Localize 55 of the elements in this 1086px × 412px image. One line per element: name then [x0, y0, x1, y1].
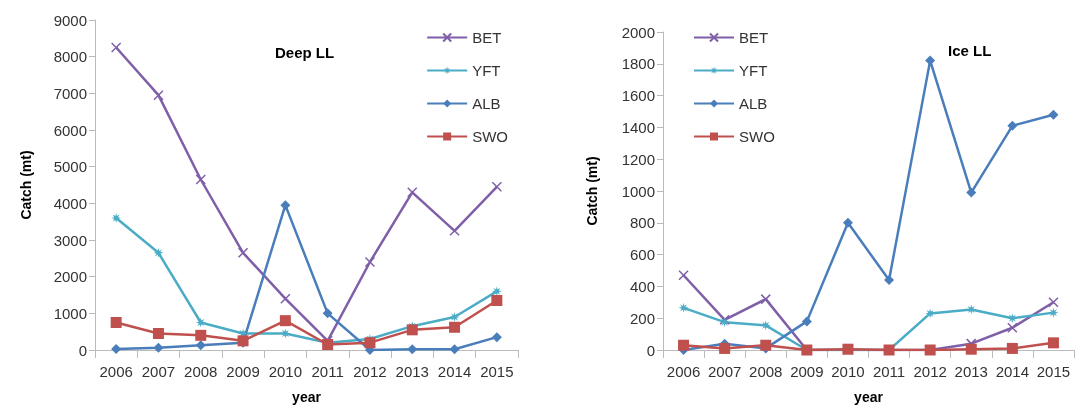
y-tick-label: 1200 [621, 150, 655, 168]
x-tick-label: 2006 [99, 363, 133, 380]
y-tick-label: 0 [646, 341, 655, 359]
y-tick-label: 1800 [621, 55, 655, 73]
y-tick-label: 5000 [53, 158, 87, 176]
y-tick-label: 600 [629, 246, 655, 264]
y-axis-title: Catch (mt) [18, 150, 34, 220]
y-tick-label: 4000 [53, 194, 87, 212]
x-tick-label: 2015 [1036, 363, 1071, 380]
x-tick-label: 2011 [311, 363, 344, 380]
y-tick-label: 400 [629, 277, 655, 295]
x-axis-title: year [854, 389, 884, 405]
y-tick-label: 6000 [53, 121, 87, 139]
x-tick-label: 2010 [831, 363, 865, 380]
x-axis-title: year [292, 389, 322, 405]
legend-label: BET [472, 29, 502, 46]
x-tick-label: 2013 [954, 363, 988, 380]
x-tick-label: 2011 [872, 363, 906, 380]
legend-label: ALB [739, 95, 768, 112]
legend-label: BET [739, 29, 769, 46]
y-tick-label: 200 [629, 309, 655, 327]
x-tick-label: 2012 [353, 363, 387, 380]
y-tick-label: 0 [78, 341, 87, 359]
x-tick-label: 2014 [995, 363, 1030, 380]
y-axis-title: Catch (mt) [584, 156, 600, 226]
legend-label: ALB [472, 95, 501, 112]
x-tick-label: 2015 [480, 363, 514, 380]
y-tick-label: 9000 [53, 11, 87, 29]
x-tick-label: 2006 [666, 363, 701, 380]
x-tick-label: 2012 [913, 363, 947, 380]
x-tick-label: 2014 [437, 363, 472, 380]
y-tick-label: 1000 [621, 182, 655, 200]
text: Deep LL [275, 44, 335, 61]
x-tick-label: 2008 [749, 363, 783, 380]
y-tick-label: 3000 [53, 231, 87, 249]
y-tick-label: 2000 [621, 23, 655, 41]
x-tick-label: 2013 [395, 363, 429, 380]
y-tick-label: 1400 [621, 118, 655, 136]
legend-label: SWO [739, 128, 775, 145]
x-tick-label: 2008 [184, 363, 218, 380]
y-tick-label: 1000 [53, 304, 87, 322]
text: Ice LL [948, 42, 992, 59]
x-tick-label: 2010 [268, 363, 303, 380]
x-tick-label: 2007 [707, 363, 742, 380]
y-tick-label: 8000 [53, 48, 87, 66]
y-tick-label: 2000 [53, 268, 87, 286]
y-tick-label: 800 [629, 214, 655, 232]
x-tick-label: 2009 [226, 363, 260, 380]
y-tick-label: 1600 [621, 87, 655, 105]
y-tick-label: 7000 [53, 84, 87, 102]
legend-label: SWO [472, 128, 509, 145]
x-tick-label: 2007 [141, 363, 176, 380]
legend-label: YFT [739, 62, 768, 79]
x-tick-label: 2009 [790, 363, 824, 380]
legend-label: YFT [472, 62, 501, 79]
